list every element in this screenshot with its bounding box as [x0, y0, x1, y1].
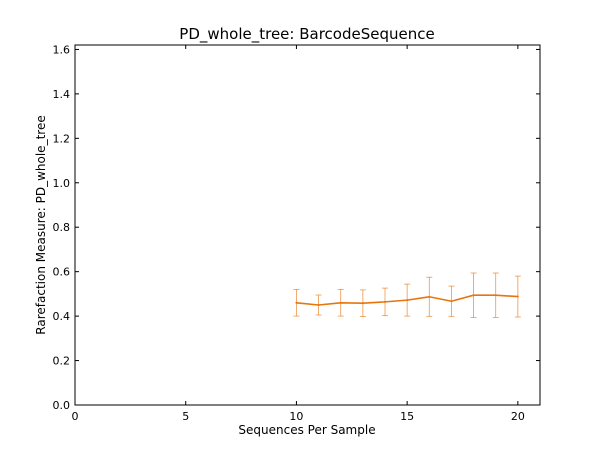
y-tick-label: 0.2 [53, 355, 71, 368]
data-point [361, 302, 364, 305]
x-tick-label: 15 [400, 410, 414, 423]
y-tick-label: 0.0 [53, 399, 71, 412]
y-tick-label: 1.4 [53, 88, 71, 101]
x-axis-label: Sequences Per Sample [238, 423, 375, 437]
data-point [339, 301, 342, 304]
data-point [295, 301, 298, 304]
y-tick-label: 0.4 [53, 310, 71, 323]
data-point [317, 304, 320, 306]
plot-frame [74, 44, 541, 406]
data-point [384, 300, 386, 303]
y-tick-label: 1.0 [53, 177, 71, 190]
data-point [406, 299, 409, 302]
x-tick-label: 20 [511, 410, 525, 423]
x-tick-label: 10 [289, 410, 303, 423]
chart-title: PD_whole_tree: BarcodeSequence [179, 25, 434, 44]
y-tick-label: 0.8 [53, 221, 71, 234]
data-point [516, 295, 519, 298]
y-tick-label: 1.6 [53, 43, 71, 56]
data-point [428, 295, 431, 298]
y-tick-label: 0.6 [53, 266, 71, 279]
x-tick-label: 5 [182, 410, 189, 423]
y-tick-label: 1.2 [53, 132, 71, 145]
data-point [472, 294, 475, 297]
y-axis-label: Rarefaction Measure: PD_whole_tree [34, 115, 48, 334]
data-point [450, 300, 453, 303]
data-point [494, 294, 497, 297]
plot-area: 0 5 10 15 20 0.0 0.2 0.4 0.6 0.8 1.0 1.2 1.4 1.6 [53, 43, 541, 423]
x-tick-label: 0 [72, 410, 79, 423]
